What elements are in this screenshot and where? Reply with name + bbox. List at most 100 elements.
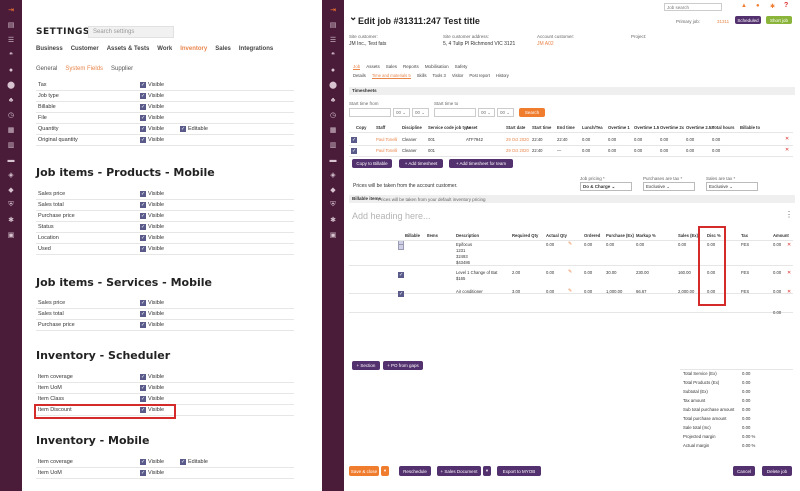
visible-checkbox[interactable] — [140, 126, 146, 132]
tag-icon[interactable]: ◆ — [330, 187, 336, 194]
subtab-time-and-materials-5[interactable]: Time and materials 5 — [371, 73, 411, 79]
add-section-button[interactable]: + Section — [352, 361, 380, 370]
clock-icon[interactable]: ◷ — [329, 112, 337, 119]
subtab-visitor[interactable]: Visitor — [451, 73, 464, 78]
clock-icon[interactable]: ◷ — [7, 112, 15, 119]
delete-row-icon[interactable]: ✕ — [785, 147, 790, 153]
job-search-input[interactable]: Job search — [664, 3, 722, 11]
visible-checkbox[interactable] — [140, 322, 146, 328]
visible-checkbox[interactable] — [140, 137, 146, 143]
ts-copy-checkbox[interactable] — [351, 137, 357, 143]
start-hour-to-select[interactable]: 00 ⌄ — [478, 108, 495, 117]
visible-checkbox[interactable] — [140, 224, 146, 230]
ts-copy-checkbox[interactable] — [351, 148, 357, 154]
gear-icon[interactable]: ✱ — [770, 4, 776, 10]
help-icon[interactable]: ? — [784, 2, 789, 9]
save-close-dropdown[interactable]: ▾ — [381, 466, 389, 476]
location-icon[interactable]: ⬤ — [329, 82, 337, 89]
folder-icon[interactable]: ▬ — [7, 156, 15, 164]
copy-to-billable-button[interactable]: Copy to Billable — [352, 159, 392, 168]
sales-document-dropdown[interactable]: ▾ — [483, 466, 491, 476]
folder-icon[interactable]: ▬ — [329, 156, 337, 164]
box-icon[interactable]: ◈ — [330, 172, 336, 179]
visible-checkbox[interactable] — [140, 202, 146, 208]
tab-mobilisation[interactable]: Mobilisation — [424, 64, 449, 69]
group-icon[interactable]: ♣ — [330, 96, 336, 104]
calendar-icon[interactable]: ▦ — [329, 127, 337, 134]
delete-row-icon[interactable]: ✕ — [787, 270, 792, 276]
tab-integrations[interactable]: Integrations — [238, 46, 274, 52]
visible-checkbox[interactable] — [140, 374, 146, 380]
subtab-supplier[interactable]: Supplier — [111, 66, 134, 72]
book-icon[interactable]: ▣ — [329, 232, 337, 239]
settings-icon[interactable]: ✱ — [330, 217, 336, 224]
chart-icon[interactable]: ▥ — [7, 142, 15, 149]
start-date-to-input[interactable] — [434, 108, 476, 117]
tab-business[interactable]: Business — [36, 46, 63, 52]
visible-checkbox[interactable] — [140, 115, 146, 121]
visible-checkbox[interactable] — [140, 396, 146, 402]
edit-pencil-icon[interactable]: ✎ — [568, 241, 573, 247]
po-from-gaps-button[interactable]: + PO from gaps — [383, 361, 423, 370]
visible-checkbox[interactable] — [140, 300, 146, 306]
editable-checkbox[interactable] — [180, 459, 186, 465]
subtab-system-fields[interactable]: System Fields — [65, 66, 104, 72]
start-min-to-select[interactable]: 00 ⌄ — [497, 108, 514, 117]
visible-checkbox[interactable] — [140, 385, 146, 391]
visible-checkbox[interactable] — [140, 311, 146, 317]
document-icon[interactable]: ▤ — [329, 22, 337, 29]
edit-pencil-icon[interactable]: ✎ — [568, 288, 573, 294]
start-date-from-input[interactable] — [349, 108, 391, 117]
visible-checkbox[interactable] — [140, 93, 146, 99]
add-timesheet-button[interactable]: + Add timesheet — [399, 159, 443, 168]
subtab-skills[interactable]: Skills — [416, 73, 427, 78]
list-icon[interactable]: ☰ — [7, 37, 15, 44]
visible-checkbox[interactable] — [140, 82, 146, 88]
short-job-button[interactable]: Short job — [766, 16, 792, 24]
subtab-post-report[interactable]: Post report — [469, 73, 490, 78]
bell-icon[interactable]: ▲ — [741, 3, 747, 9]
tab-safety[interactable]: Safety — [454, 64, 468, 69]
user-icon[interactable]: ● — [756, 3, 760, 9]
visible-checkbox[interactable] — [140, 407, 146, 413]
scheduled-button[interactable]: Scheduled — [735, 16, 761, 24]
tag-icon[interactable]: ◆ — [8, 187, 14, 194]
start-min-from-select[interactable]: 00 ⌄ — [412, 108, 429, 117]
exit-icon[interactable]: ⇥ — [8, 7, 14, 14]
account-customer-value[interactable]: JM A02 — [537, 41, 554, 47]
visible-checkbox[interactable] — [140, 470, 146, 476]
cancel-button[interactable]: Cancel — [733, 466, 755, 476]
tab-sales[interactable]: Sales — [385, 64, 398, 69]
list-icon[interactable]: ☰ — [329, 37, 337, 44]
search-button[interactable]: Search — [519, 108, 545, 117]
delete-row-icon[interactable]: ✕ — [785, 136, 790, 142]
delete-row-icon[interactable]: ✕ — [787, 242, 792, 248]
tab-assets[interactable]: Assets — [366, 64, 380, 69]
start-hour-from-select[interactable]: 00 ⌄ — [393, 108, 410, 117]
billable-checkbox[interactable] — [398, 272, 404, 278]
chart-icon[interactable]: ▥ — [329, 142, 337, 149]
settings-icon[interactable]: ✱ — [8, 217, 14, 224]
box-icon[interactable]: ◈ — [8, 172, 14, 179]
visible-checkbox[interactable] — [140, 213, 146, 219]
user-icon[interactable]: ● — [8, 66, 14, 74]
group-icon[interactable]: ♣ — [8, 96, 14, 104]
billable-checkbox[interactable] — [398, 291, 404, 297]
job-pricing-select[interactable]: Do & Charge ⌄ — [580, 182, 632, 191]
tab-customer[interactable]: Customer — [70, 46, 99, 52]
calendar-icon[interactable]: ▦ — [7, 127, 15, 134]
quote-icon[interactable]: ❝ — [9, 52, 13, 59]
delete-job-button[interactable]: Delete job — [762, 466, 792, 476]
document-icon[interactable]: ▤ — [7, 22, 15, 29]
tab-reports[interactable]: Reports — [403, 64, 419, 69]
visible-checkbox[interactable] — [140, 191, 146, 197]
export-myob-button[interactable]: Export to MYOB — [497, 466, 541, 476]
delete-row-icon[interactable]: ✕ — [787, 289, 792, 295]
tab-assets-tests[interactable]: Assets & Tests — [106, 46, 150, 52]
tab-inventory[interactable]: Inventory — [180, 46, 208, 52]
sales-document-button[interactable]: + Sales Document — [437, 466, 481, 476]
user-icon[interactable]: ● — [330, 66, 336, 74]
visible-checkbox[interactable] — [140, 246, 146, 252]
purchases-tax-select[interactable]: Exclusive ⌄ — [643, 182, 695, 191]
billable-checkbox[interactable] — [398, 244, 404, 250]
